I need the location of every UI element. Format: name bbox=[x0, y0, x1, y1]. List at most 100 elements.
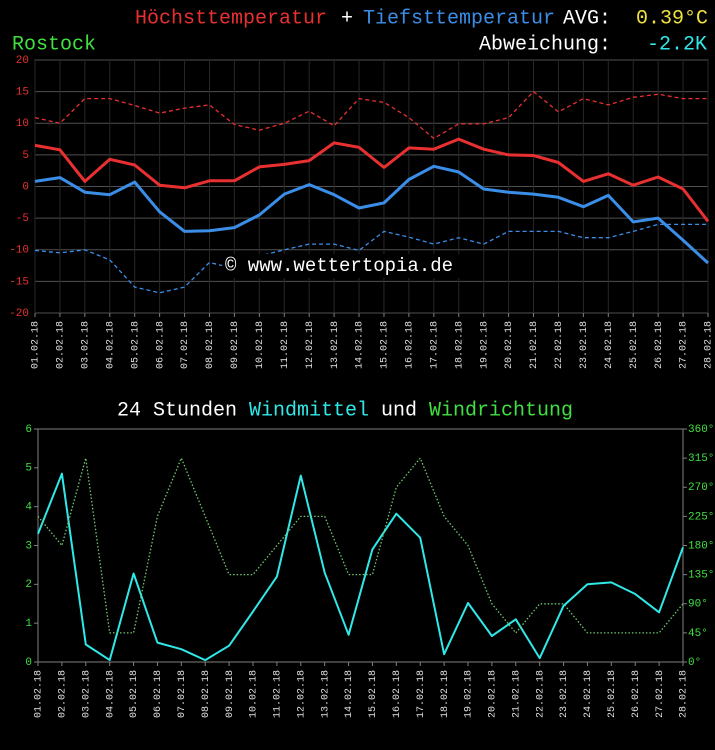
deviation-value: -2.2K bbox=[647, 33, 707, 56]
y-tick-label: -15 bbox=[9, 276, 29, 288]
x-tick-label: 10.02.18 bbox=[249, 670, 260, 718]
avg-label: AVG: bbox=[563, 7, 611, 30]
x-tick-label: 12.02.18 bbox=[296, 670, 307, 718]
x-tick-label: 03.02.18 bbox=[81, 670, 92, 718]
x-tick-label: 06.02.18 bbox=[155, 321, 166, 369]
y2-tick-label: 360° bbox=[688, 424, 714, 436]
y2-tick-label: 90° bbox=[688, 599, 708, 611]
x-tick-label: 06.02.18 bbox=[153, 670, 164, 718]
x-tick-label: 16.02.18 bbox=[392, 670, 403, 718]
x-tick-label: 17.02.18 bbox=[429, 321, 440, 369]
x-tick-label: 01.02.18 bbox=[34, 670, 45, 718]
x-tick-label: 02.02.18 bbox=[58, 670, 69, 718]
y-tick-label: 5 bbox=[25, 463, 32, 475]
location: Rostock bbox=[12, 33, 96, 56]
y-tick-label: -20 bbox=[9, 308, 29, 320]
deviation-label: Abweichung: bbox=[479, 33, 611, 56]
x-tick-label: 21.02.18 bbox=[529, 321, 540, 369]
y-tick-label: 15 bbox=[16, 87, 29, 99]
header-plus: + bbox=[341, 7, 353, 30]
legend-min: Tiefsttemperatur bbox=[363, 7, 555, 30]
y-tick-label: 3 bbox=[25, 540, 32, 552]
x-tick-label: 25.02.18 bbox=[629, 321, 640, 369]
title-part: Windmittel bbox=[249, 399, 369, 422]
x-tick-label: 26.02.18 bbox=[631, 670, 642, 718]
x-tick-label: 28.02.18 bbox=[704, 321, 715, 369]
x-tick-label: 23.02.18 bbox=[579, 321, 590, 369]
series-line bbox=[34, 223, 708, 294]
x-tick-label: 04.02.18 bbox=[105, 670, 116, 718]
x-tick-label: 14.02.18 bbox=[355, 321, 366, 369]
x-tick-label: 02.02.18 bbox=[56, 321, 67, 369]
legend-max: Höchsttemperatur bbox=[135, 7, 327, 30]
y-tick-label: 2 bbox=[25, 579, 32, 591]
title-part: und bbox=[381, 399, 417, 422]
x-tick-label: 03.02.18 bbox=[80, 321, 91, 369]
x-tick-label: 16.02.18 bbox=[405, 321, 416, 369]
x-tick-label: 13.02.18 bbox=[320, 670, 331, 718]
avg-value: 0.39°C bbox=[636, 7, 708, 30]
x-tick-label: 13.02.18 bbox=[330, 321, 341, 369]
watermark: © www.wettertopia.de bbox=[225, 255, 453, 277]
y2-tick-label: 270° bbox=[688, 482, 714, 494]
x-tick-label: 24.02.18 bbox=[604, 321, 615, 369]
x-tick-label: 05.02.18 bbox=[129, 670, 140, 718]
x-tick-label: 28.02.18 bbox=[679, 670, 690, 718]
x-tick-label: 12.02.18 bbox=[305, 321, 316, 369]
x-tick-label: 22.02.18 bbox=[554, 321, 565, 369]
x-tick-label: 18.02.18 bbox=[454, 321, 465, 369]
x-tick-label: 11.02.18 bbox=[273, 670, 284, 718]
y-tick-label: 1 bbox=[25, 618, 32, 630]
x-tick-label: 11.02.18 bbox=[280, 321, 291, 369]
y-tick-label: 10 bbox=[16, 118, 29, 130]
y-tick-label: -5 bbox=[16, 213, 29, 225]
x-tick-label: 18.02.18 bbox=[440, 670, 451, 718]
x-tick-label: 09.02.18 bbox=[225, 670, 236, 718]
y2-tick-label: 135° bbox=[688, 570, 714, 582]
x-tick-label: 14.02.18 bbox=[344, 670, 355, 718]
series-line bbox=[34, 164, 710, 265]
x-tick-label: 08.02.18 bbox=[201, 670, 212, 718]
plot-frame bbox=[37, 428, 684, 663]
series-line bbox=[34, 137, 710, 223]
y2-tick-label: 180° bbox=[688, 540, 714, 552]
y-tick-label: 6 bbox=[25, 424, 32, 436]
y-tick-label: 20 bbox=[16, 55, 29, 67]
x-tick-label: 25.02.18 bbox=[607, 670, 618, 718]
series-line bbox=[37, 472, 684, 662]
x-tick-label: 24.02.18 bbox=[583, 670, 594, 718]
x-tick-label: 19.02.18 bbox=[479, 321, 490, 369]
y-tick-label: 0 bbox=[25, 657, 32, 669]
series-line bbox=[34, 90, 708, 140]
x-tick-label: 23.02.18 bbox=[559, 670, 570, 718]
x-tick-label: 20.02.18 bbox=[488, 670, 499, 718]
x-tick-label: 07.02.18 bbox=[180, 321, 191, 369]
x-tick-label: 08.02.18 bbox=[205, 321, 216, 369]
x-tick-label: 10.02.18 bbox=[255, 321, 266, 369]
x-tick-label: 19.02.18 bbox=[464, 670, 475, 718]
x-tick-label: 27.02.18 bbox=[679, 321, 690, 369]
title-part: Windrichtung bbox=[429, 399, 573, 422]
y2-tick-label: 315° bbox=[688, 453, 714, 465]
x-tick-label: 05.02.18 bbox=[130, 321, 141, 369]
series-line bbox=[37, 457, 684, 634]
y2-tick-label: 45° bbox=[688, 628, 708, 640]
x-tick-label: 09.02.18 bbox=[230, 321, 241, 369]
x-tick-label: 07.02.18 bbox=[177, 670, 188, 718]
y-tick-label: 0 bbox=[22, 181, 29, 193]
title-part: 24 Stunden bbox=[117, 399, 237, 422]
y2-tick-label: 225° bbox=[688, 511, 714, 523]
y2-tick-label: 0° bbox=[688, 657, 701, 669]
x-tick-label: 21.02.18 bbox=[511, 670, 522, 718]
x-tick-label: 15.02.18 bbox=[368, 670, 379, 718]
x-tick-label: 15.02.18 bbox=[380, 321, 391, 369]
x-tick-label: 20.02.18 bbox=[504, 321, 515, 369]
x-tick-label: 22.02.18 bbox=[535, 670, 546, 718]
x-tick-label: 26.02.18 bbox=[654, 321, 665, 369]
watermark-bg bbox=[222, 254, 468, 278]
x-tick-label: 17.02.18 bbox=[416, 670, 427, 718]
x-tick-label: 04.02.18 bbox=[105, 321, 116, 369]
y-tick-label: 4 bbox=[25, 502, 32, 514]
y-tick-label: -10 bbox=[9, 245, 29, 257]
